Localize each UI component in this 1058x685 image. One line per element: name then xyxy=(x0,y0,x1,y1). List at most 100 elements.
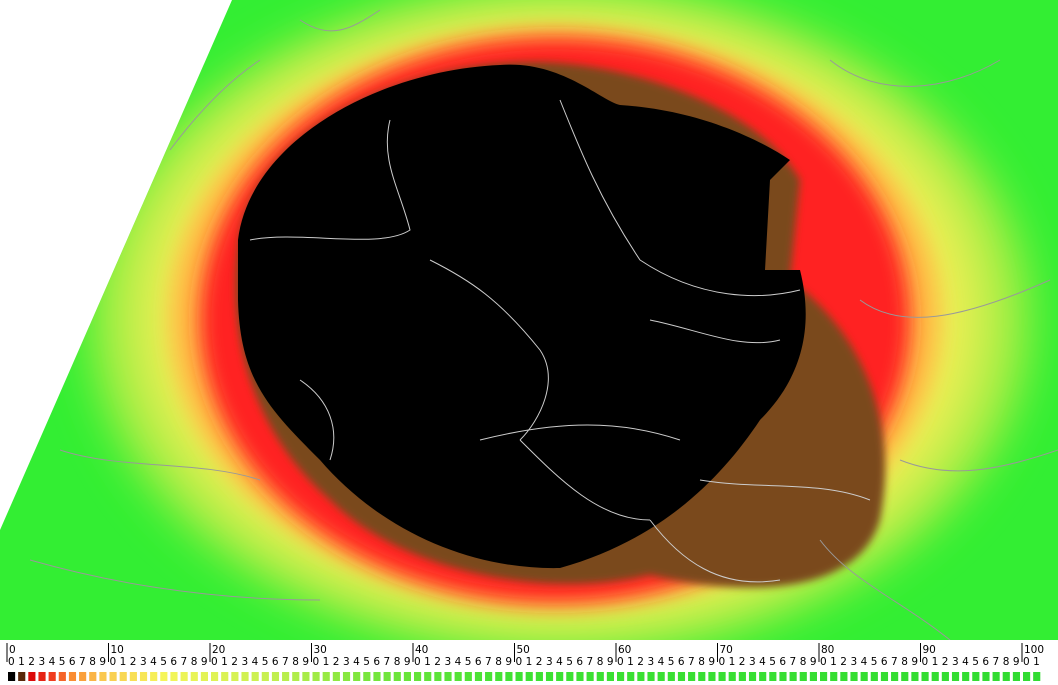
color-swatch xyxy=(170,672,178,681)
scale-digit: 3 xyxy=(749,656,756,668)
scale-digit: 3 xyxy=(38,656,45,668)
scale-digit: 7 xyxy=(688,656,695,668)
color-swatch xyxy=(474,672,483,681)
color-swatch xyxy=(221,672,229,681)
color-swatch xyxy=(322,672,330,681)
color-swatch xyxy=(38,672,46,681)
color-swatch xyxy=(576,672,584,681)
color-swatch xyxy=(363,672,371,681)
scale-digit: 4 xyxy=(658,656,665,668)
scale-digit: 8 xyxy=(394,656,401,668)
scale-digit: 3 xyxy=(140,656,147,668)
scale-digit: 5 xyxy=(363,656,370,668)
scale-digit: 5 xyxy=(769,656,776,668)
scale-digit: 5 xyxy=(871,656,878,668)
scale-digit: 4 xyxy=(962,656,969,668)
color-swatch xyxy=(251,672,259,681)
color-swatch xyxy=(637,672,645,681)
scale-digit: 0 xyxy=(516,656,523,668)
color-swatch xyxy=(302,672,310,681)
color-swatch xyxy=(525,672,533,681)
color-swatch xyxy=(809,672,817,681)
scale-digit: 9 xyxy=(708,656,715,668)
scale-label: 50 xyxy=(517,644,530,656)
color-swatch xyxy=(8,672,16,681)
scale-digit: 5 xyxy=(160,656,167,668)
scale-digit: 1 xyxy=(120,656,127,668)
scale-digit: 0 xyxy=(211,656,218,668)
color-swatch xyxy=(535,672,543,681)
scale-digit: 0 xyxy=(1023,656,1030,668)
scale-digit: 8 xyxy=(89,656,96,668)
color-swatch xyxy=(606,672,614,681)
scale-digit: 4 xyxy=(455,656,462,668)
scale-digit: 6 xyxy=(272,656,279,668)
scale-digit: 5 xyxy=(465,656,472,668)
color-swatch xyxy=(880,672,889,681)
scale-digit: 9 xyxy=(1013,656,1020,668)
scale-digit: 1 xyxy=(729,656,736,668)
scale-digit: 2 xyxy=(942,656,949,668)
color-swatch xyxy=(261,672,269,681)
scale-digit: 6 xyxy=(475,656,482,668)
color-swatch xyxy=(840,672,848,681)
color-swatch xyxy=(769,672,777,681)
scale-digit: 2 xyxy=(333,656,340,668)
color-swatch xyxy=(545,672,554,681)
scale-digit: 8 xyxy=(597,656,604,668)
color-swatch xyxy=(738,672,746,681)
scale-digit: 9 xyxy=(505,656,512,668)
scale-digit: 7 xyxy=(282,656,289,668)
color-swatch xyxy=(109,672,117,681)
color-swatch xyxy=(586,672,594,681)
scale-digit: 8 xyxy=(292,656,299,668)
scale-label: 10 xyxy=(111,644,124,656)
scale-digit: 8 xyxy=(495,656,502,668)
color-swatch xyxy=(617,672,625,681)
color-swatch xyxy=(393,672,401,681)
color-swatch xyxy=(921,672,929,681)
color-swatch xyxy=(160,672,168,681)
scale-digit: 8 xyxy=(191,656,198,668)
color-swatch xyxy=(99,672,107,681)
color-swatch xyxy=(972,672,980,681)
scale-digit: 7 xyxy=(891,656,898,668)
scale-digit: 1 xyxy=(221,656,228,668)
scale-digit: 7 xyxy=(790,656,797,668)
color-swatch xyxy=(901,672,909,681)
scale-digit: 4 xyxy=(759,656,766,668)
scale-digit: 0 xyxy=(8,656,15,668)
scale-digit: 5 xyxy=(566,656,573,668)
color-swatch xyxy=(180,672,188,681)
scale-digit: 1 xyxy=(1033,656,1040,668)
scale-digit: 3 xyxy=(241,656,248,668)
scale-label: 30 xyxy=(314,644,327,656)
color-swatch xyxy=(718,672,726,681)
color-swatch xyxy=(434,672,442,681)
scale-digit: 6 xyxy=(576,656,583,668)
scale-digit: 6 xyxy=(881,656,888,668)
scale-digit: 8 xyxy=(698,656,705,668)
scale-label: 90 xyxy=(923,644,936,656)
color-swatch xyxy=(941,672,949,681)
color-swatch xyxy=(79,672,87,681)
color-swatch xyxy=(292,672,300,681)
color-swatch xyxy=(383,672,391,681)
scale-digit: 7 xyxy=(587,656,594,668)
scale-digit: 1 xyxy=(323,656,330,668)
scale-digit: 4 xyxy=(556,656,563,668)
scale-digit: 2 xyxy=(434,656,441,668)
scale-digit: 0 xyxy=(110,656,117,668)
field-core xyxy=(238,64,806,569)
color-swatch xyxy=(566,672,574,681)
scale-digit: 4 xyxy=(150,656,157,668)
scale-digit: 0 xyxy=(820,656,827,668)
scale-digit: 8 xyxy=(1003,656,1010,668)
color-swatch xyxy=(454,672,462,681)
color-swatch xyxy=(962,672,970,681)
scale-digit: 5 xyxy=(668,656,675,668)
scale-digit: 2 xyxy=(840,656,847,668)
scale-digit: 0 xyxy=(617,656,624,668)
